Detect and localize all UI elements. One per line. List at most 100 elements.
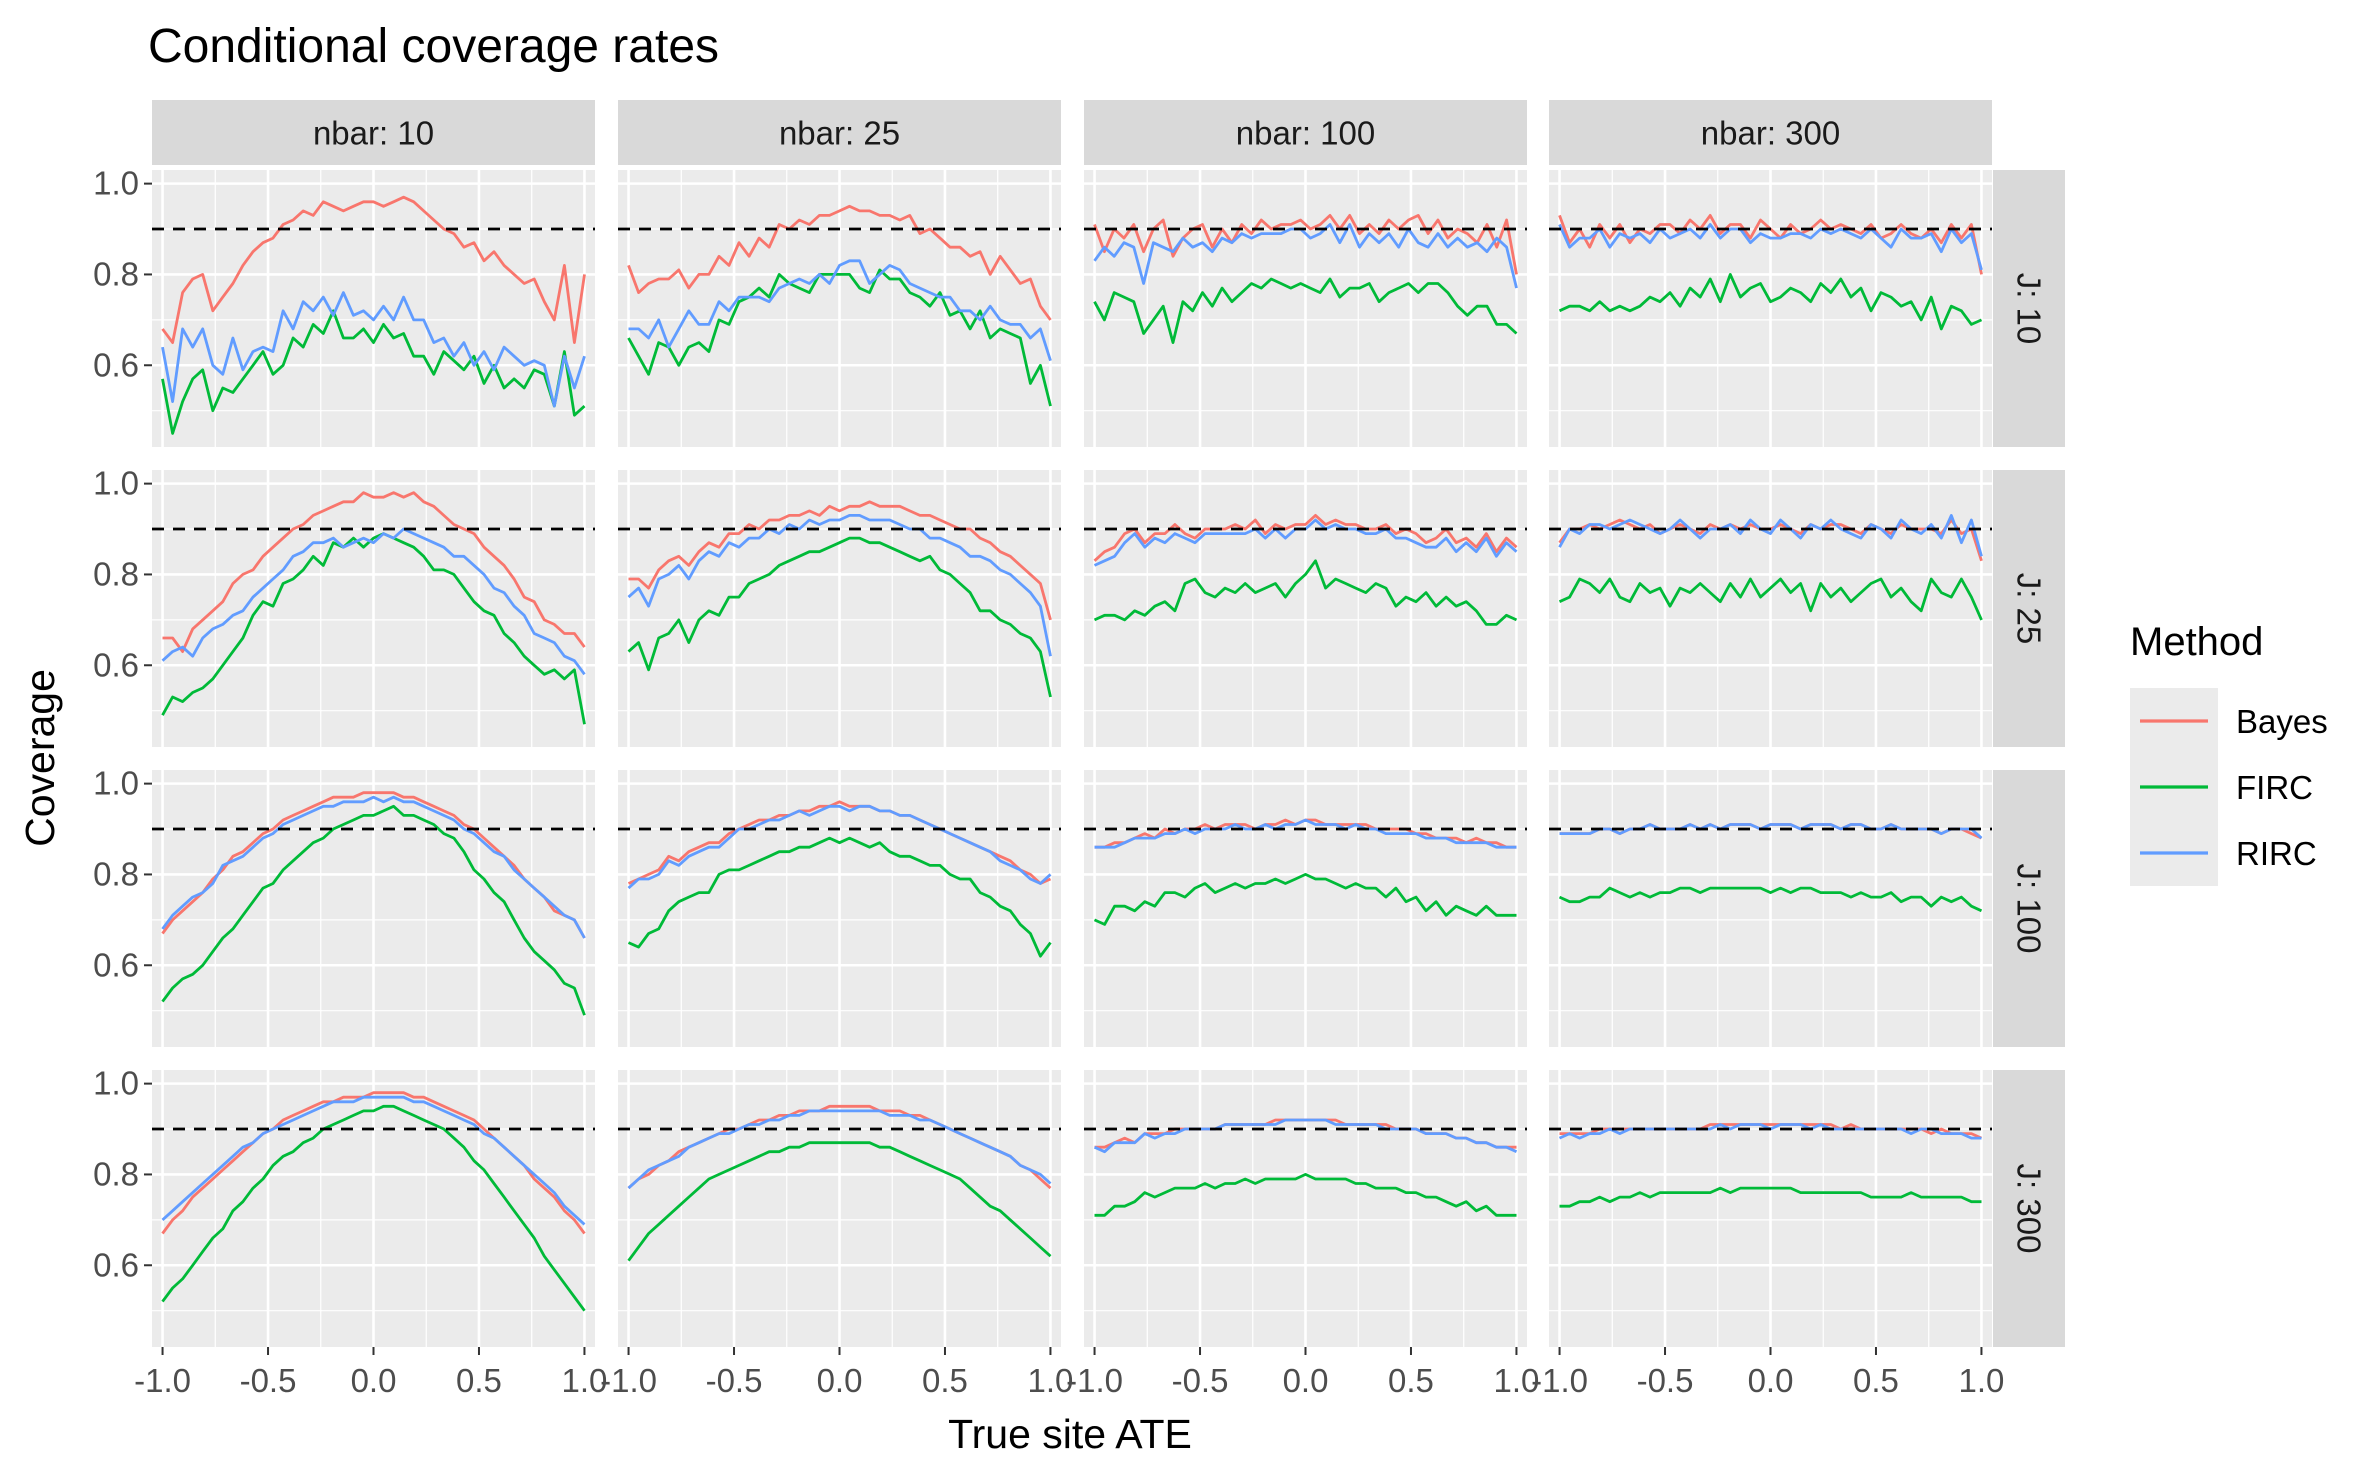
strip-label: J: 10 [2011,273,2048,345]
x-tick-label: -0.5 [1172,1362,1229,1399]
y-tick-label: 0.8 [93,855,139,892]
facet-panel [618,770,1061,1047]
y-tick-label: 0.8 [93,1155,139,1192]
y-tick-label: 0.8 [93,555,139,592]
series-line-bayes [161,195,586,345]
x-tick-label: -1.0 [1531,1362,1588,1399]
x-tick-label: 1.0 [1494,1362,1540,1399]
y-tick-label: 0.6 [93,1246,139,1283]
series-line-firc [1094,1173,1517,1217]
facet-panel: -1.0 -0.5 0.0 0.5 1.0 [1531,1070,2004,1399]
series-line-rirc [161,1095,586,1226]
strip-label: J: 25 [2011,573,2048,645]
x-tick-label: 0.5 [922,1362,968,1399]
series-line-rirc [627,514,1052,657]
facet-strip-row: J: 25 [1993,470,2065,747]
facet-panel [1549,170,1992,447]
series-line-firc [1093,559,1518,626]
y-tick-label: 1.0 [93,765,139,802]
series-line-firc [161,804,586,1016]
strip-label: nbar: 100 [1236,115,1375,152]
facet-strip-row: J: 10 [1993,170,2065,447]
series-line-rirc [1558,223,1983,271]
facet-panel [618,170,1061,447]
x-tick-label: 0.0 [1748,1362,1794,1399]
x-tick-label: -0.5 [706,1362,763,1399]
facet-panel [1084,470,1527,747]
facet-panel [1549,770,1992,1047]
x-tick-label: 1.0 [1959,1362,2005,1399]
legend-item: RIRC [2130,820,2317,886]
series-line-firc [161,532,586,725]
series-line-bayes [1093,213,1518,275]
series-line-bayes [161,791,586,939]
x-tick-label: -0.5 [1637,1362,1694,1399]
series-line-rirc [628,259,1052,362]
strip-background [1084,100,1527,165]
strip-background [1993,170,2065,447]
series-line-firc [627,1141,1052,1262]
y-tick-label: 0.6 [93,946,139,983]
strip-label: nbar: 25 [779,115,900,152]
legend-label: Bayes [2236,703,2328,740]
facet-strip-col: nbar: 100 [1084,100,1527,165]
legend: Method Bayes FIRC RIRC [2130,620,2328,886]
series-line-bayes [628,500,1052,621]
facet-strip-col: nbar: 300 [1549,100,1992,165]
series-line-firc [1093,277,1518,345]
x-tick-label: 1.0 [1028,1362,1074,1399]
facet-panel: 0.6 0.8 1.0 [93,465,595,747]
y-tick-label: 1.0 [93,165,139,202]
x-tick-label: -1.0 [134,1362,191,1399]
x-tick-label: 0.5 [1853,1362,1899,1399]
facet-strip-row: J: 300 [1993,1070,2065,1347]
y-tick-label: 1.0 [93,1065,139,1102]
strip-label: nbar: 300 [1701,115,1840,152]
series-line-bayes [627,204,1052,321]
x-tick-label: -0.5 [240,1362,297,1399]
facet-panel: -1.0 -0.5 0.0 0.5 1.0 [1066,1070,1539,1399]
series-line-rirc [161,795,586,939]
x-tick-label: 0.0 [351,1362,397,1399]
strip-background [1549,100,1992,165]
facet-panel [618,470,1061,747]
strip-background [152,100,595,165]
strip-background [618,100,1061,165]
legend-label: RIRC [2236,835,2317,872]
series-line-rirc [1093,223,1518,289]
series-line-firc [1558,577,1983,621]
y-tick-label: 0.8 [93,255,139,292]
x-tick-label: 0.5 [1388,1362,1434,1399]
chart-title: Conditional coverage rates [148,20,719,73]
facet-grid: 0.60.81.00.60.81.00.60.81.00.60.81.0-1.0… [93,100,2065,1399]
facet-panel: 0.6 0.8 1.0 [93,765,595,1047]
y-tick-label: 1.0 [93,465,139,502]
strip-background [1993,770,2065,1047]
series-line-bayes [162,491,586,653]
facet-panel [1084,170,1527,447]
x-tick-label: 0.0 [1283,1362,1329,1399]
series-line-firc [1558,272,1983,331]
y-axis-title: Coverage [17,669,63,847]
series-line-firc [161,309,586,435]
x-tick-label: -1.0 [600,1362,657,1399]
strip-background [1993,1070,2065,1347]
series-line-rirc [161,291,586,408]
series-line-firc [1559,1186,1982,1208]
series-line-firc [1093,873,1517,926]
y-tick-label: 0.6 [93,346,139,383]
series-line-firc [1558,886,1983,913]
series-line-firc [161,1104,586,1312]
x-tick-label: 0.0 [817,1362,863,1399]
facet-strip-col: nbar: 10 [152,100,595,165]
strip-label: nbar: 10 [313,115,434,152]
strip-background [1993,470,2065,747]
series-line-rirc [627,1109,1052,1190]
x-axis-title: True site ATE [948,1411,1192,1457]
series-line-firc [627,536,1052,698]
facet-strip-row: J: 100 [1993,770,2065,1047]
strip-label: J: 300 [2011,1164,2048,1254]
series-line-firc [627,268,1052,407]
facet-panel: 0.6 0.8 1.0 [93,165,595,447]
